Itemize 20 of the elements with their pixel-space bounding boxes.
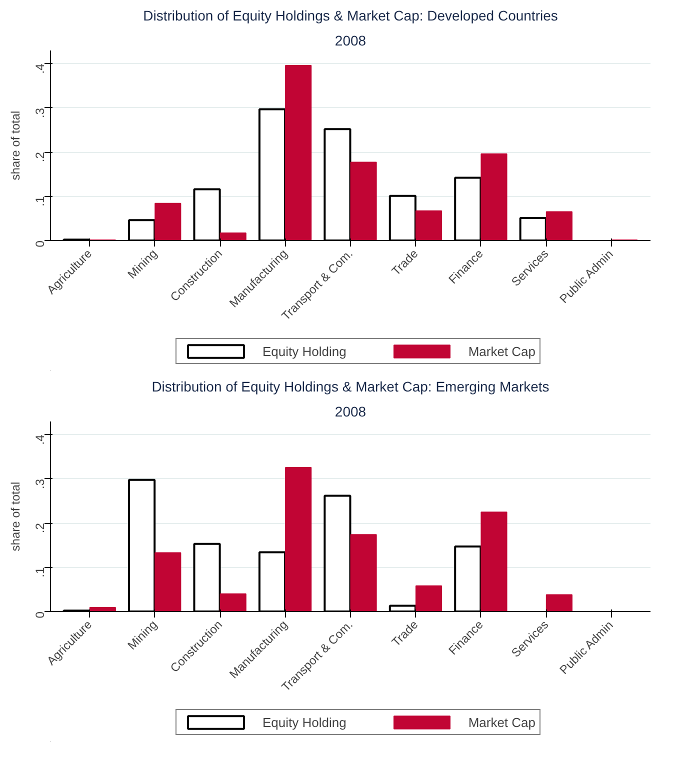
chart-title: Distribution of Equity Holdings & Market Cap: Emerging Markets — [152, 378, 550, 394]
y-axis-title: share of total — [8, 482, 22, 552]
chart-subtitle: 2008 — [334, 404, 366, 420]
y-tick-label: .3 — [33, 478, 47, 489]
y-tick-label: .2 — [33, 522, 47, 534]
chart-subtitle: 2008 — [334, 32, 366, 48]
y-tick-label: 0 — [33, 240, 47, 248]
y-axis-title: share of total — [8, 110, 22, 180]
legend-label: Market Cap — [468, 344, 536, 358]
y-tick-label: .3 — [33, 108, 47, 118]
y-tick-label: .4 — [33, 63, 47, 74]
y-tick-label: 0 — [33, 611, 47, 618]
y-tick-label: .4 — [33, 434, 47, 445]
chart-title: Distribution of Equity Holdings & Market Cap: Developed Countries — [143, 8, 558, 24]
legend-label: Equity Holding — [262, 714, 346, 730]
legend-label: Market Cap — [468, 714, 536, 730]
legend-label: Equity Holding — [262, 344, 346, 358]
y-tick-label: .1 — [33, 566, 47, 578]
y-tick-label: .2 — [33, 152, 47, 162]
y-tick-label: .1 — [33, 196, 47, 206]
